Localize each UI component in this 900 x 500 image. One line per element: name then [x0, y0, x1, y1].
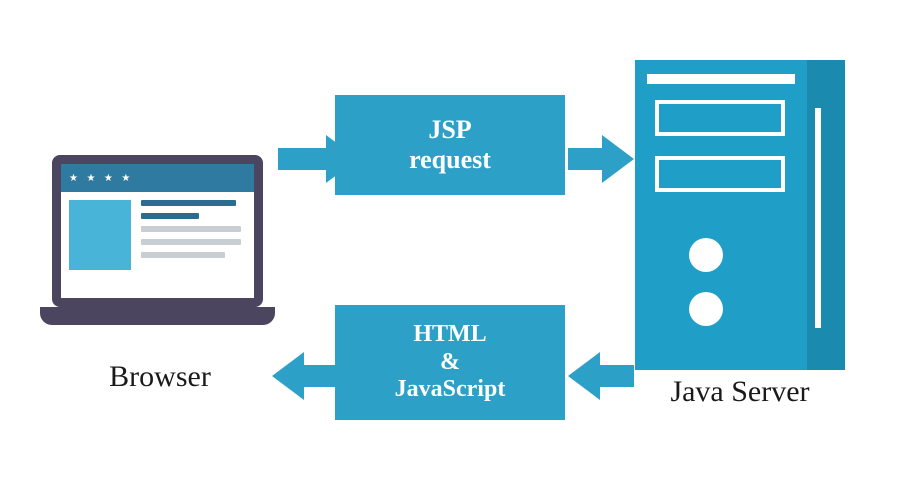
browser-node: ★ ★ ★ ★ [40, 155, 275, 345]
laptop-frame: ★ ★ ★ ★ [52, 155, 263, 307]
arrow-left-icon [272, 352, 352, 400]
request-line2: request [409, 145, 491, 175]
server-node [635, 60, 845, 370]
browser-label: Browser [60, 360, 260, 394]
response-box: HTML & JavaScript [335, 305, 565, 420]
response-line3: JavaScript [395, 376, 506, 404]
drive-slot [655, 156, 785, 192]
laptop-base [40, 307, 275, 325]
laptop-screen: ★ ★ ★ ★ [61, 164, 254, 298]
server-front [635, 60, 807, 370]
image-placeholder [69, 200, 131, 270]
arrow-right-icon [568, 135, 634, 183]
server-label: Java Server [615, 375, 865, 409]
request-line1: JSP [428, 115, 471, 145]
arrow-left-icon [568, 352, 634, 400]
power-led-icon [689, 238, 723, 272]
server-side-panel [807, 60, 845, 370]
response-line2: & [440, 349, 460, 377]
request-box: JSP request [335, 95, 565, 195]
drive-slot [655, 100, 785, 136]
jsp-flow-diagram: ★ ★ ★ ★ Browser [0, 0, 900, 500]
browser-titlebar: ★ ★ ★ ★ [61, 164, 254, 192]
text-lines [141, 200, 246, 265]
webpage-mock [69, 200, 246, 290]
star-icon: ★ ★ ★ ★ [69, 173, 133, 184]
power-led-icon [689, 292, 723, 326]
response-line1: HTML [413, 321, 486, 349]
